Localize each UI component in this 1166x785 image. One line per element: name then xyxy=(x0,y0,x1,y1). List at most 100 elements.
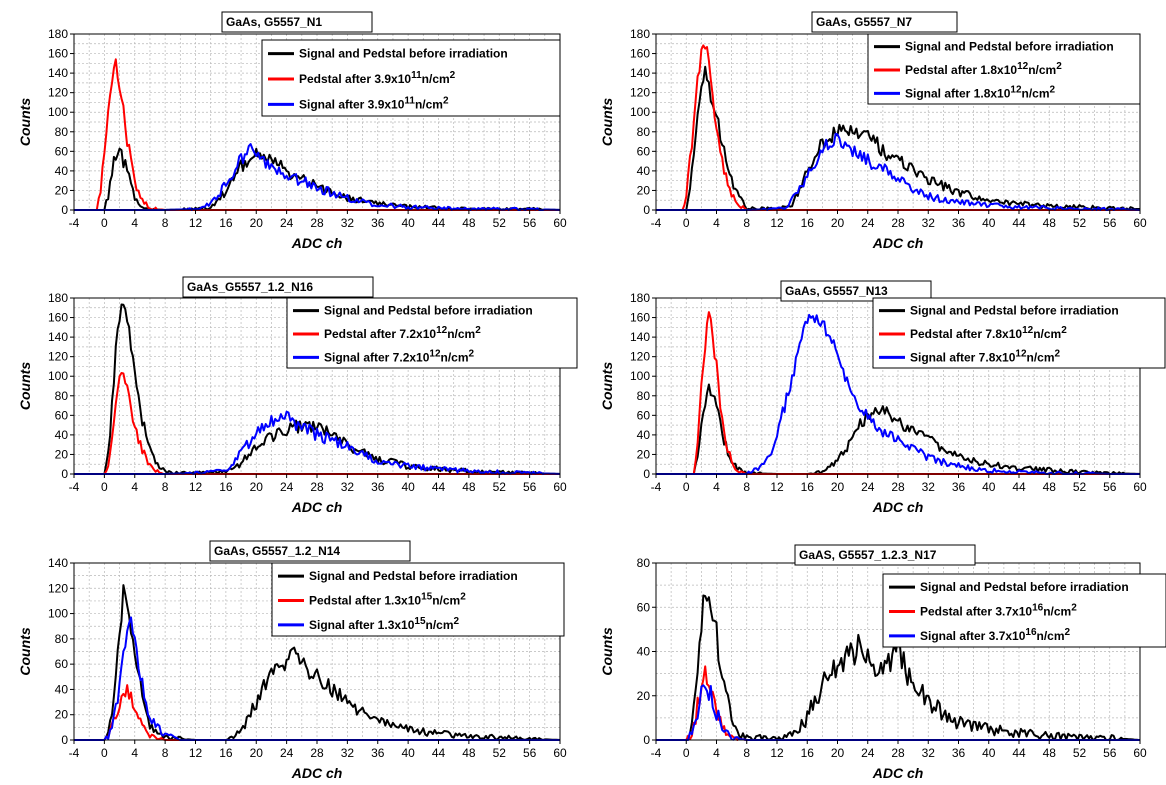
chart-title: GaAs, G5557_N13 xyxy=(785,284,888,298)
x-axis-label: ADC ch xyxy=(291,499,343,515)
y-tick-label: 20 xyxy=(55,708,69,722)
legend-box xyxy=(882,573,1166,648)
y-tick-label: 40 xyxy=(637,645,651,659)
x-tick-label: 52 xyxy=(1073,480,1087,494)
x-axis-label: ADC ch xyxy=(872,765,924,781)
legend-box xyxy=(286,297,578,369)
chart-panel-1: -4 0 4 8 12 16 20 24 28 32 36 40 44 48 52 56 60020406080… xyxy=(17,11,567,251)
x-tick-label: 32 xyxy=(341,746,355,760)
x-tick-label: 44 xyxy=(1012,480,1026,494)
y-tick-label: 120 xyxy=(48,86,68,100)
y-tick-label: 40 xyxy=(55,428,69,442)
x-tick-label: 60 xyxy=(553,746,567,760)
y-tick-label: 160 xyxy=(630,47,650,61)
x-axis-label: ADC ch xyxy=(872,499,924,515)
x-tick-label: 32 xyxy=(922,216,936,230)
chart-title-box xyxy=(182,276,374,298)
x-tick-label: 24 xyxy=(280,746,294,760)
legend-label-1: Signal and Pedstal before irradiation xyxy=(324,304,533,318)
y-tick-label: 120 xyxy=(630,350,650,364)
x-tick-label: 0 xyxy=(683,746,690,760)
x-tick-label: 8 xyxy=(162,480,169,494)
y-tick-label: 80 xyxy=(55,125,69,139)
chart-panel-3: -4 0 4 8 12 16 20 24 28 32 36 40 44 48 52 56 60020406080… xyxy=(17,276,578,515)
legend-label-2: Pedstal after 7.8x1012n/cm2 xyxy=(910,325,1067,341)
y-tick-label: 60 xyxy=(637,600,651,614)
y-tick-label: 20 xyxy=(637,689,651,703)
y-tick-label: 80 xyxy=(637,389,651,403)
legend-box xyxy=(872,297,1166,369)
x-tick-label: 48 xyxy=(1043,216,1057,230)
y-tick-label: 60 xyxy=(55,657,69,671)
x-tick-label: 60 xyxy=(1133,746,1147,760)
legend-label-1: Signal and Pedstal before irradiation xyxy=(309,569,518,583)
x-tick-label: 0 xyxy=(683,216,690,230)
x-tick-label: 20 xyxy=(250,746,264,760)
x-tick-label: 44 xyxy=(432,216,446,230)
y-tick-label: 60 xyxy=(55,408,69,422)
y-axis-label: Counts xyxy=(599,627,615,675)
x-tick-label: 48 xyxy=(1043,480,1057,494)
x-tick-label: 44 xyxy=(432,746,446,760)
y-tick-label: 100 xyxy=(630,369,650,383)
y-tick-label: 40 xyxy=(637,428,651,442)
x-tick-label: 16 xyxy=(219,216,233,230)
x-tick-label: 0 xyxy=(101,216,108,230)
chart-panel-2: -4 0 4 8 12 16 20 24 28 32 36 40 44 48 52 56 60020406080… xyxy=(599,11,1147,251)
x-tick-label: 60 xyxy=(1133,480,1147,494)
y-tick-label: 20 xyxy=(637,447,651,461)
legend-box xyxy=(867,33,1141,105)
x-tick-label: 20 xyxy=(831,746,845,760)
x-tick-label: 40 xyxy=(982,746,996,760)
x-tick-label: 12 xyxy=(189,480,203,494)
x-tick-label: 12 xyxy=(770,216,784,230)
y-tick-label: 100 xyxy=(48,369,68,383)
x-tick-label: 20 xyxy=(831,216,845,230)
legend-label-1: Signal and Pedstal before irradiation xyxy=(920,580,1129,594)
x-tick-label: 40 xyxy=(982,480,996,494)
x-tick-label: 44 xyxy=(1012,746,1026,760)
x-tick-label: 40 xyxy=(401,216,415,230)
y-tick-label: 40 xyxy=(55,164,69,178)
legend-label-3: Signal after 3.9x1011n/cm2 xyxy=(299,95,449,111)
chart-panel-4: -4 0 4 8 12 16 20 24 28 32 36 40 44 48 52 56 60020406080… xyxy=(599,280,1166,515)
y-axis-label: Counts xyxy=(17,362,33,410)
x-tick-label: 16 xyxy=(219,480,233,494)
x-tick-label: 16 xyxy=(801,746,815,760)
x-tick-label: 28 xyxy=(891,216,905,230)
x-tick-label: 8 xyxy=(743,216,750,230)
x-tick-label: 28 xyxy=(891,480,905,494)
y-tick-label: 60 xyxy=(637,408,651,422)
x-tick-label: 52 xyxy=(493,746,507,760)
y-tick-label: 0 xyxy=(61,467,68,481)
legend-box xyxy=(261,39,561,117)
y-tick-label: 20 xyxy=(55,183,69,197)
chart-title: GaAs, G5557_1.2_N14 xyxy=(214,544,340,558)
x-tick-label: 8 xyxy=(743,480,750,494)
x-tick-label: 40 xyxy=(982,216,996,230)
y-axis-label: Counts xyxy=(599,98,615,146)
x-tick-label: 56 xyxy=(1103,480,1117,494)
y-tick-label: 140 xyxy=(48,556,68,570)
chart-panel-6: -4 0 4 8 12 16 20 24 28 32 36 40 44 48 52 56 60020406080… xyxy=(599,544,1166,781)
x-tick-label: 4 xyxy=(131,746,138,760)
legend-label-3: Signal after 3.7x1016n/cm2 xyxy=(920,627,1071,643)
x-tick-label: 56 xyxy=(523,216,537,230)
legend-label-2: Pedstal after 3.9x1011n/cm2 xyxy=(299,70,456,86)
x-tick-label: 36 xyxy=(952,746,966,760)
y-tick-label: 20 xyxy=(55,447,69,461)
chart-title: GaAs, G5557_N1 xyxy=(226,15,322,29)
x-tick-label: 4 xyxy=(131,480,138,494)
legend-label-2: Pedstal after 3.7x1016n/cm2 xyxy=(920,603,1077,619)
x-tick-label: 8 xyxy=(162,216,169,230)
y-tick-label: 0 xyxy=(643,733,650,747)
y-tick-label: 0 xyxy=(61,203,68,217)
x-tick-label: 24 xyxy=(280,216,294,230)
chart-title-box xyxy=(780,280,932,302)
y-tick-label: 80 xyxy=(55,389,69,403)
y-tick-label: 60 xyxy=(55,144,69,158)
x-tick-label: 48 xyxy=(462,216,476,230)
series-line-1 xyxy=(74,584,561,741)
x-axis-label: ADC ch xyxy=(872,235,924,251)
y-tick-label: 140 xyxy=(48,330,68,344)
